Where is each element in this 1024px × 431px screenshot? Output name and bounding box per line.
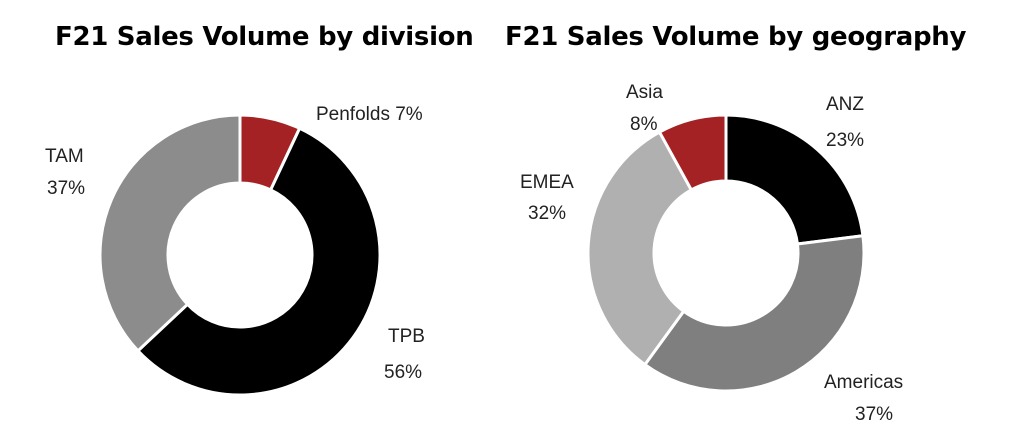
slice-emea (586, 130, 693, 367)
label-name-americas: Americas (824, 372, 903, 393)
slice-anz (724, 113, 865, 246)
label-value-tpb: 56% (384, 362, 422, 383)
slice-tpb (136, 126, 382, 397)
chart-title-division: F21 Sales Volume by division (55, 22, 474, 52)
label-name-tpb: TPB (388, 326, 425, 347)
chart-title-geography: F21 Sales Volume by geography (505, 22, 967, 52)
label-penfolds: Penfolds 7% (316, 104, 423, 125)
label-name-tam: TAM (45, 146, 84, 167)
label-value-asia: 8% (630, 114, 658, 135)
slice-asia (658, 113, 728, 192)
label-value-americas: 37% (855, 404, 893, 425)
label-value-emea: 32% (528, 203, 566, 224)
slice-tam (98, 113, 242, 353)
label-name-asia: Asia (626, 82, 663, 103)
slice-americas (643, 234, 866, 393)
label-value-tam: 37% (47, 178, 85, 199)
label-name-anz: ANZ (826, 94, 864, 115)
label-name-emea: EMEA (520, 172, 574, 193)
label-value-anz: 23% (826, 130, 864, 151)
